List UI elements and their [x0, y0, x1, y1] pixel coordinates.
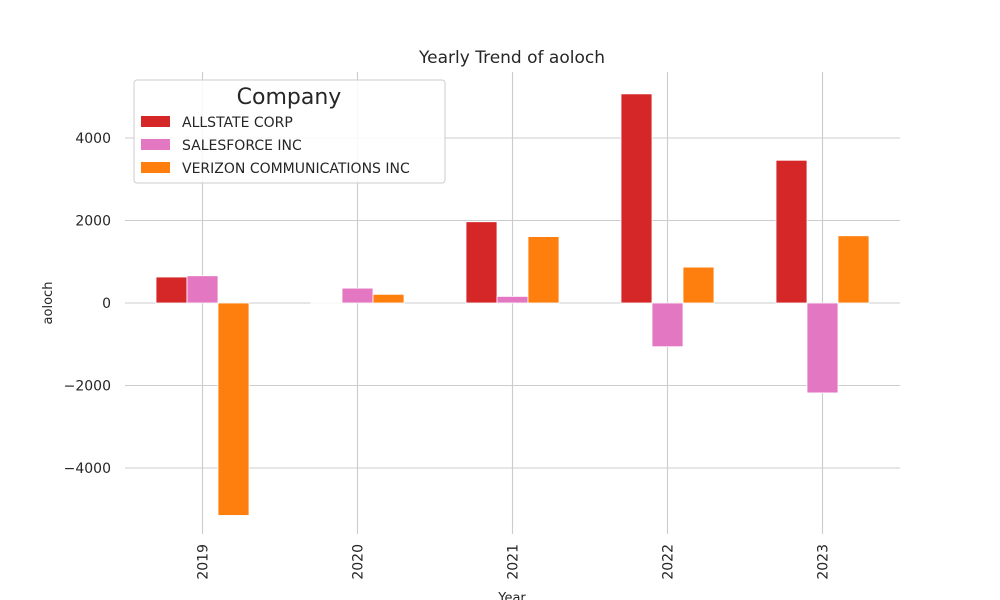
x-axis-title: Year — [497, 591, 526, 600]
bar — [217, 302, 250, 516]
bar — [651, 302, 684, 348]
bar — [620, 93, 653, 304]
x-tick-label: 2022 — [661, 544, 677, 580]
y-tick-label: 4000 — [75, 131, 111, 147]
y-tick-label: −2000 — [64, 379, 111, 395]
y-tick-labels: −4000 −2000 0 2000 4000 — [64, 131, 111, 477]
x-tick-label: 2020 — [351, 544, 367, 580]
bar — [155, 276, 188, 304]
legend-items: ALLSTATE CORP SALESFORCE INC VERIZON COMMU… — [141, 115, 410, 177]
x-tick-labels: 2019 2020 2021 2022 2023 — [196, 544, 832, 580]
bars — [155, 93, 870, 516]
legend-label: VERIZON COMMUNICATIONS INC — [182, 161, 410, 177]
legend-label: SALESFORCE INC — [182, 138, 302, 154]
bar — [806, 302, 839, 394]
bar — [186, 275, 219, 304]
legend-swatch — [141, 162, 170, 173]
y-tick-label: 0 — [102, 296, 111, 312]
legend-title: Company — [237, 85, 342, 110]
bar — [527, 236, 560, 304]
legend-label: ALLSTATE CORP — [182, 115, 293, 131]
x-tick-label: 2023 — [816, 544, 832, 580]
bar — [682, 266, 715, 304]
legend-swatch — [141, 116, 170, 127]
x-tick-label: 2019 — [196, 544, 212, 580]
bar — [775, 159, 808, 304]
chart-title: Yearly Trend of aoloch — [418, 48, 605, 68]
bar — [465, 221, 498, 304]
bar — [341, 287, 374, 304]
bar — [372, 293, 405, 304]
y-tick-label: 2000 — [75, 214, 111, 230]
x-tick-label: 2021 — [506, 544, 522, 580]
legend-box — [133, 79, 446, 184]
legend: Company ALLSTATE CORP SALESFORCE INC VERIZ… — [133, 79, 446, 184]
bar — [496, 295, 529, 304]
bar — [837, 235, 870, 304]
bar — [310, 301, 343, 304]
y-tick-label: −4000 — [64, 461, 111, 477]
y-axis-title: aoloch — [41, 282, 56, 325]
legend-swatch — [141, 139, 170, 150]
